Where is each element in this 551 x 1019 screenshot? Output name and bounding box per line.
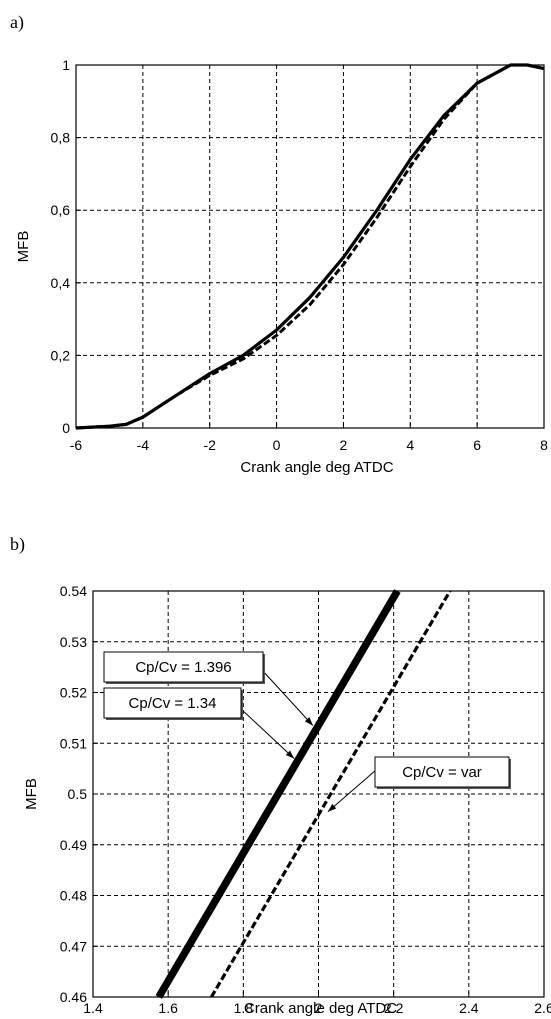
a-x-tick-label: 6 — [473, 437, 481, 453]
a-x-axis-label: Crank angle deg ATDC — [240, 459, 393, 476]
b-annotation-arrowhead-2 — [285, 750, 295, 759]
b-y-tick-label: 0.47 — [60, 938, 87, 954]
b-x-tick-label: 1.8 — [234, 1000, 254, 1016]
chart-b: 1.4 1.6 1.8 2 2.2 2.4 2.6 0.46 0.47 0.48 0.49 0.5 0.… — [23, 583, 551, 1017]
b-y-tick-label: 0.48 — [60, 888, 87, 904]
b-y-axis-label: MFB — [23, 778, 40, 810]
a-y-tick-label: 0,2 — [51, 347, 71, 363]
b-x-tick-label: 1.4 — [83, 1000, 103, 1016]
a-series-line-2 — [75, 63, 545, 430]
a-plot-frame — [75, 64, 545, 429]
b-annotation-label-3: Cp/Cv = var — [402, 764, 482, 781]
a-y-tick-label: 0,4 — [51, 275, 71, 291]
a-x-tick-label: 4 — [406, 437, 414, 453]
b-x-tick-label: 2 — [315, 1000, 323, 1016]
a-x-tick-label: 0 — [273, 437, 281, 453]
a-y-axis-label: MFB — [15, 231, 32, 263]
a-x-tick-label: -2 — [203, 437, 216, 453]
b-annotation-arrow-3 — [327, 769, 377, 813]
a-x-tick-label: -4 — [137, 437, 150, 453]
a-series-line-1 — [75, 63, 545, 430]
b-y-tick-label: 0.46 — [60, 989, 87, 1005]
b-annotation-arrow-2 — [239, 707, 295, 759]
panel-label-b: b) — [10, 534, 25, 555]
b-plot-frame — [92, 590, 545, 998]
a-x-tick-label: 2 — [340, 437, 348, 453]
b-series-line-2 — [157, 590, 399, 998]
b-x-tick-label: 2.4 — [459, 1000, 479, 1016]
a-y-tick-label: 0,8 — [51, 130, 71, 146]
a-y-tick-label: 1 — [62, 57, 70, 73]
panel-label-a: a) — [10, 12, 24, 33]
a-y-tick-label: 0,6 — [51, 202, 71, 218]
b-y-tick-label: 0.5 — [68, 786, 88, 802]
b-annotation-box-2 — [103, 687, 242, 719]
b-y-tick-label: 0.54 — [60, 583, 87, 599]
b-x-axis-label: Crank angle deg ATDC — [244, 1000, 397, 1017]
b-annotation-label-1: Cp/Cv = 1.396 — [135, 659, 231, 676]
b-annotation-arrowhead-3 — [327, 803, 337, 812]
chart-a: -6 -4 -2 0 2 4 6 8 0 0,2 0,4 0,6 0,8 1 Crank angle deg… — [15, 57, 548, 476]
b-y-tick-label: 0.51 — [60, 735, 87, 751]
b-annotation-label-2: Cp/Cv = 1.34 — [129, 695, 217, 712]
b-annotation-arrow-1 — [261, 669, 314, 726]
b-annotation-arrowhead-1 — [304, 717, 313, 726]
a-y-tick-label: 0 — [62, 420, 70, 436]
a-x-tick-label: 8 — [540, 437, 548, 453]
b-y-tick-label: 0.49 — [60, 837, 87, 853]
a-x-tick-label: -6 — [70, 437, 83, 453]
b-series-line-3 — [210, 590, 452, 998]
b-y-tick-label: 0.53 — [60, 634, 87, 650]
b-x-tick-label: 2.6 — [534, 1000, 551, 1016]
b-annotation-box-1 — [103, 651, 264, 683]
b-y-tick-label: 0.52 — [60, 685, 87, 701]
b-annotation-box-3 — [374, 756, 510, 788]
b-x-tick-label: 2.2 — [384, 1000, 404, 1016]
b-x-tick-label: 1.6 — [158, 1000, 178, 1016]
